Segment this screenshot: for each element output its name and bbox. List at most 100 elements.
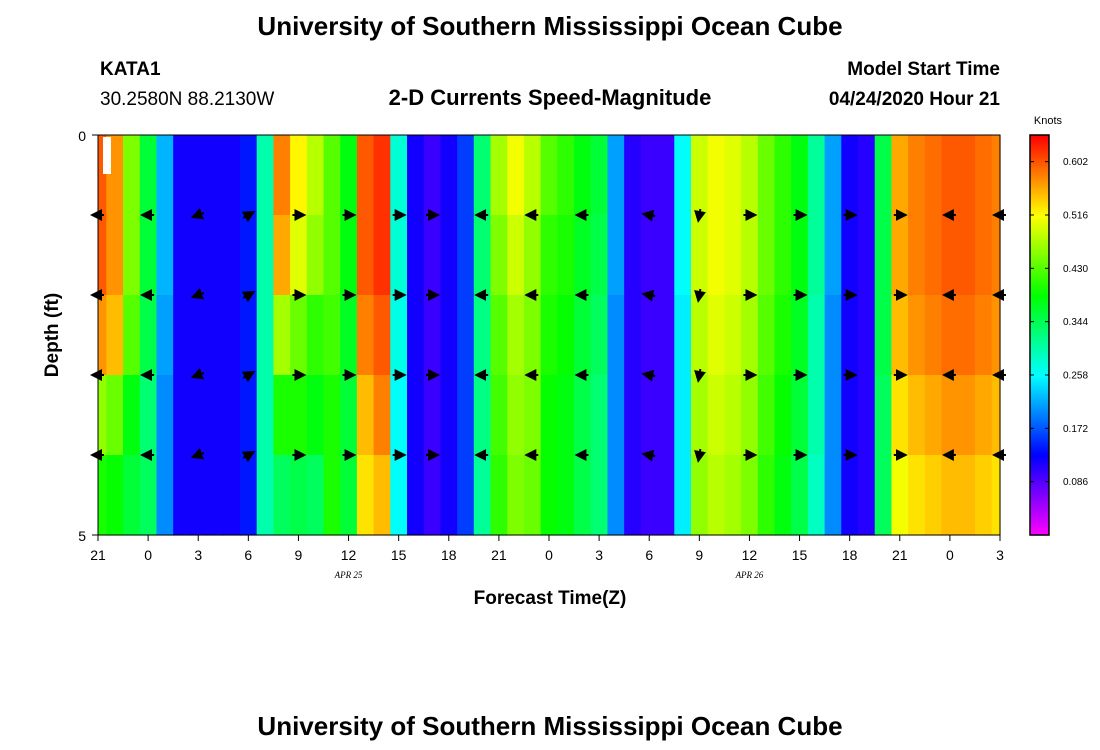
colorbar-segment [1030, 189, 1049, 192]
heatmap-cell [690, 295, 709, 376]
colorbar-segment [1030, 201, 1049, 204]
heatmap-cell [557, 295, 575, 376]
colorbar-segment [1030, 495, 1049, 498]
colorbar-segment [1030, 435, 1049, 438]
current-arrow [241, 370, 256, 383]
heatmap-cell [206, 135, 224, 216]
x-tick-label: 12 [742, 547, 758, 563]
model-start-label: Model Start Time [847, 59, 1000, 80]
start-marker [103, 137, 111, 174]
colorbar-segment [1030, 525, 1049, 528]
heatmap-cell [206, 455, 224, 536]
heatmap-cell [290, 135, 308, 216]
heatmap-cell [974, 215, 993, 296]
heatmap-cell [974, 375, 993, 456]
colorbar-segment [1030, 285, 1049, 288]
current-arrow [190, 447, 205, 460]
heatmap-cell [807, 295, 826, 376]
colorbar-segment [1030, 215, 1049, 218]
heatmap-cell [507, 295, 525, 376]
colorbar-segment [1030, 297, 1049, 300]
heatmap-cell [98, 455, 107, 536]
colorbar-segment [1030, 277, 1049, 280]
heatmap-cell [189, 375, 208, 456]
heatmap-cell [290, 375, 308, 456]
colorbar-segment [1030, 329, 1049, 332]
colorbar-segment [1030, 175, 1049, 178]
heatmap-cell [390, 455, 408, 536]
colorbar-segment [1030, 437, 1049, 440]
heatmap-cell [924, 295, 943, 376]
heatmap-cell [958, 215, 976, 296]
heatmap-cell [874, 295, 893, 376]
colorbar-segment [1030, 281, 1049, 284]
colorbar-tick-label: 0.516 [1063, 211, 1088, 222]
heatmap-cell [423, 295, 442, 376]
colorbar-segment [1030, 283, 1049, 286]
colorbar-segment [1030, 303, 1049, 306]
heatmap-cell [256, 455, 274, 536]
colorbar-segment [1030, 233, 1049, 236]
heatmap-cell [440, 215, 458, 296]
heatmap-cell [574, 215, 592, 296]
colorbar-segment [1030, 451, 1049, 454]
colorbar-segment [1030, 497, 1049, 500]
heatmap-cell [874, 455, 893, 536]
station-coords: 30.2580N 88.2130W [100, 89, 274, 110]
colorbar-segment [1030, 227, 1049, 230]
heatmap-cell [457, 455, 475, 536]
colorbar-segment [1030, 139, 1049, 142]
colorbar-segment [1030, 279, 1049, 282]
heatmap-cell [523, 455, 542, 536]
colorbar-segment [1030, 199, 1049, 202]
colorbar-segment [1030, 337, 1049, 340]
heatmap-cell [239, 295, 258, 376]
colorbar-segment [1030, 369, 1049, 372]
colorbar-segment [1030, 367, 1049, 370]
heatmap-cell [323, 455, 341, 536]
colorbar-segment [1030, 509, 1049, 512]
heatmap-cell [724, 295, 742, 376]
heatmap-cell [991, 135, 1001, 216]
colorbar-segment [1030, 321, 1049, 324]
heatmap-cell [273, 215, 291, 296]
heatmap-cell [290, 295, 308, 376]
x-tick-label: 21 [90, 547, 106, 563]
colorbar-segment [1030, 515, 1049, 518]
colorbar-segment [1030, 157, 1049, 160]
heatmap-cell [624, 215, 642, 296]
heatmap-cell [858, 455, 876, 536]
colorbar-segment [1030, 465, 1049, 468]
heatmap-cell [123, 215, 141, 296]
heatmap-cell [908, 455, 926, 536]
colorbar-segment [1030, 263, 1049, 266]
colorbar-segment [1030, 183, 1049, 186]
heatmap-cell [473, 215, 492, 296]
colorbar-segment [1030, 223, 1049, 226]
current-arrow [694, 288, 706, 303]
heatmap-cell [373, 455, 391, 536]
heatmap-cell [340, 215, 358, 296]
heatmap-cell [123, 135, 141, 216]
colorbar-segment [1030, 347, 1049, 350]
colorbar-segment [1030, 287, 1049, 290]
x-tick-label: 6 [244, 547, 252, 563]
colorbar-segment [1030, 205, 1049, 208]
colorbar-segment [1030, 323, 1049, 326]
heatmap-cell [273, 455, 291, 536]
date-label: APR 25 [334, 570, 363, 580]
heatmap-cell [340, 455, 358, 536]
colorbar-segment [1030, 527, 1049, 530]
heatmap-cell [941, 375, 959, 456]
heatmap-cell [707, 135, 725, 216]
heatmap-cell [657, 215, 675, 296]
colorbar-segment [1030, 177, 1049, 180]
current-arrow [641, 449, 656, 462]
colorbar-segment [1030, 141, 1049, 144]
heatmap-cell [791, 455, 809, 536]
heatmap-cell [874, 135, 893, 216]
colorbar-segment [1030, 219, 1049, 222]
heatmap-cell [407, 135, 425, 216]
heatmap-cell [757, 295, 776, 376]
heatmap-cell [540, 215, 558, 296]
